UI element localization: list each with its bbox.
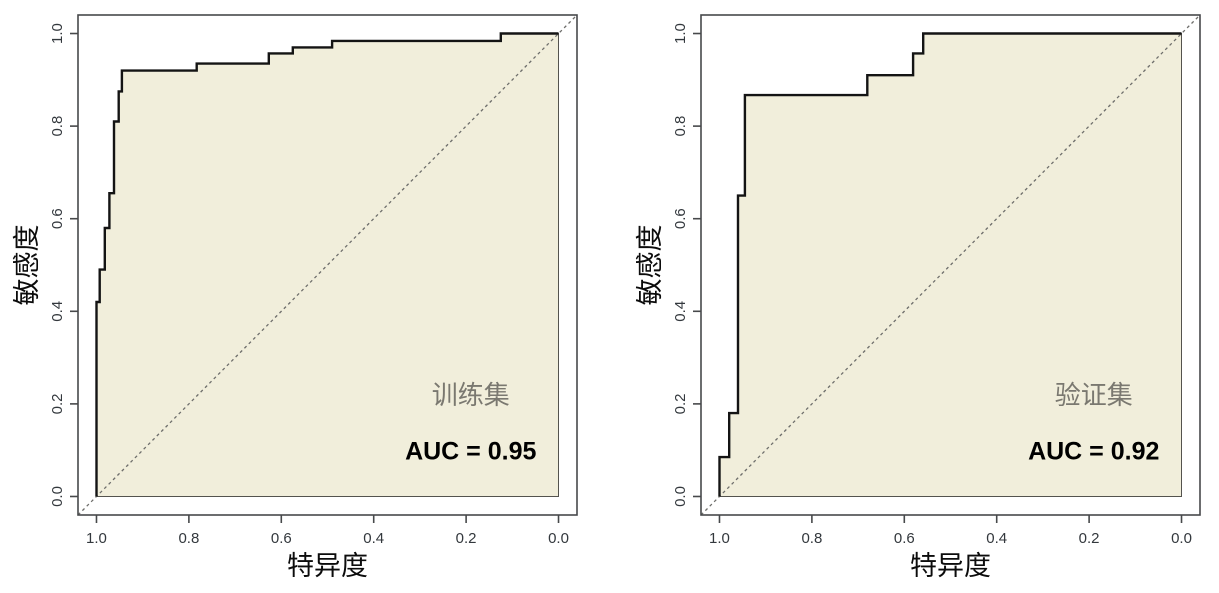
roc-chart-train: 1.0 0.8 0.6 0.4 0.2 0.0 0.0 0.2 0.4 0.6 0.8 1.0 特异度 敏…	[12, 14, 578, 581]
y-axis-tick-label: 0.4	[672, 301, 689, 322]
x-axis-tick-label: 0.6	[894, 530, 915, 547]
y-axis-tick-label: 0.0	[49, 486, 66, 507]
y-axis-tick-label: 1.0	[672, 23, 689, 44]
y-axis-tick-label: 0.6	[672, 208, 689, 229]
y-axis-tick-label: 0.8	[672, 116, 689, 137]
y-axis-tick-label: 0.0	[672, 486, 689, 507]
x-axis-tick-label: 0.0	[548, 530, 569, 547]
x-axis-tick-label: 0.4	[363, 530, 384, 547]
roc-curve	[95, 32, 559, 497]
x-axis-tick-label: 1.0	[86, 530, 107, 547]
dataset-label: 验证集	[1055, 381, 1133, 410]
x-axis-title: 特异度	[910, 551, 991, 581]
x-axis-tick-label: 0.4	[986, 530, 1007, 547]
y-axis-tick-label: 0.8	[49, 116, 66, 137]
roc-curve	[718, 32, 1182, 497]
x-axis-tick-label: 0.2	[1079, 530, 1100, 547]
x-axis-tick-label: 0.6	[271, 530, 292, 547]
y-axis-tick-label: 0.2	[49, 393, 66, 414]
x-axis-tick-label: 0.8	[801, 530, 822, 547]
y-axis-tick-label: 0.4	[49, 301, 66, 322]
auc-value-label: AUC = 0.95	[405, 437, 536, 465]
y-axis-title: 敏感度	[635, 225, 665, 306]
y-axis-title: 敏感度	[12, 225, 42, 306]
auc-value-label: AUC = 0.92	[1028, 437, 1159, 465]
y-axis-tick-label: 0.2	[672, 393, 689, 414]
plot-box	[77, 14, 578, 516]
roc-chart-validation: 1.0 0.8 0.6 0.4 0.2 0.0 0.0 0.2 0.4 0.6 0.8 1.0 特异度 敏…	[635, 14, 1201, 581]
y-axis-tick-label: 1.0	[49, 23, 66, 44]
dataset-label: 训练集	[432, 381, 510, 410]
x-axis-tick-label: 0.0	[1171, 530, 1192, 547]
plot-box	[700, 14, 1201, 516]
x-axis-title: 特异度	[287, 551, 368, 581]
x-axis-tick-label: 1.0	[709, 530, 730, 547]
x-axis-tick-label: 0.2	[456, 530, 477, 547]
y-axis-tick-label: 0.6	[49, 208, 66, 229]
x-axis-tick-label: 0.8	[178, 530, 199, 547]
